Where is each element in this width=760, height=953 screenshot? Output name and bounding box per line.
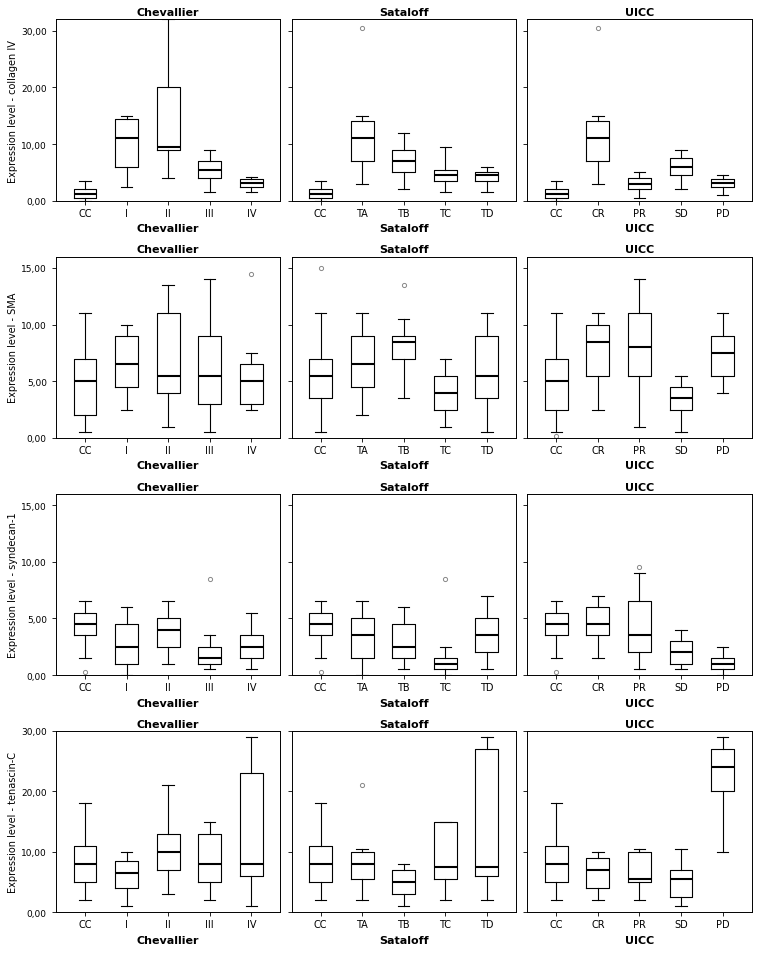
Y-axis label: Expression level - collagen IV: Expression level - collagen IV [8, 40, 18, 182]
X-axis label: Sataloff: Sataloff [379, 698, 429, 708]
X-axis label: Sataloff: Sataloff [379, 935, 429, 944]
Y-axis label: Expression level - syndecan-1: Expression level - syndecan-1 [8, 512, 18, 658]
X-axis label: Chevallier: Chevallier [137, 935, 199, 944]
Title: Chevallier: Chevallier [137, 9, 199, 18]
Title: Sataloff: Sataloff [379, 719, 429, 729]
X-axis label: UICC: UICC [625, 935, 654, 944]
X-axis label: UICC: UICC [625, 224, 654, 234]
Title: Sataloff: Sataloff [379, 9, 429, 18]
Title: UICC: UICC [625, 719, 654, 729]
Title: UICC: UICC [625, 9, 654, 18]
Title: UICC: UICC [625, 482, 654, 492]
X-axis label: Sataloff: Sataloff [379, 224, 429, 234]
Title: Chevallier: Chevallier [137, 482, 199, 492]
Title: Chevallier: Chevallier [137, 719, 199, 729]
X-axis label: Chevallier: Chevallier [137, 224, 199, 234]
X-axis label: Sataloff: Sataloff [379, 461, 429, 471]
X-axis label: Chevallier: Chevallier [137, 698, 199, 708]
X-axis label: UICC: UICC [625, 698, 654, 708]
X-axis label: Chevallier: Chevallier [137, 461, 199, 471]
X-axis label: UICC: UICC [625, 461, 654, 471]
Title: Chevallier: Chevallier [137, 245, 199, 255]
Title: Sataloff: Sataloff [379, 482, 429, 492]
Title: UICC: UICC [625, 245, 654, 255]
Y-axis label: Expression level - SMA: Expression level - SMA [8, 293, 18, 403]
Y-axis label: Expression level - tenascin-C: Expression level - tenascin-C [8, 751, 18, 892]
Title: Sataloff: Sataloff [379, 245, 429, 255]
